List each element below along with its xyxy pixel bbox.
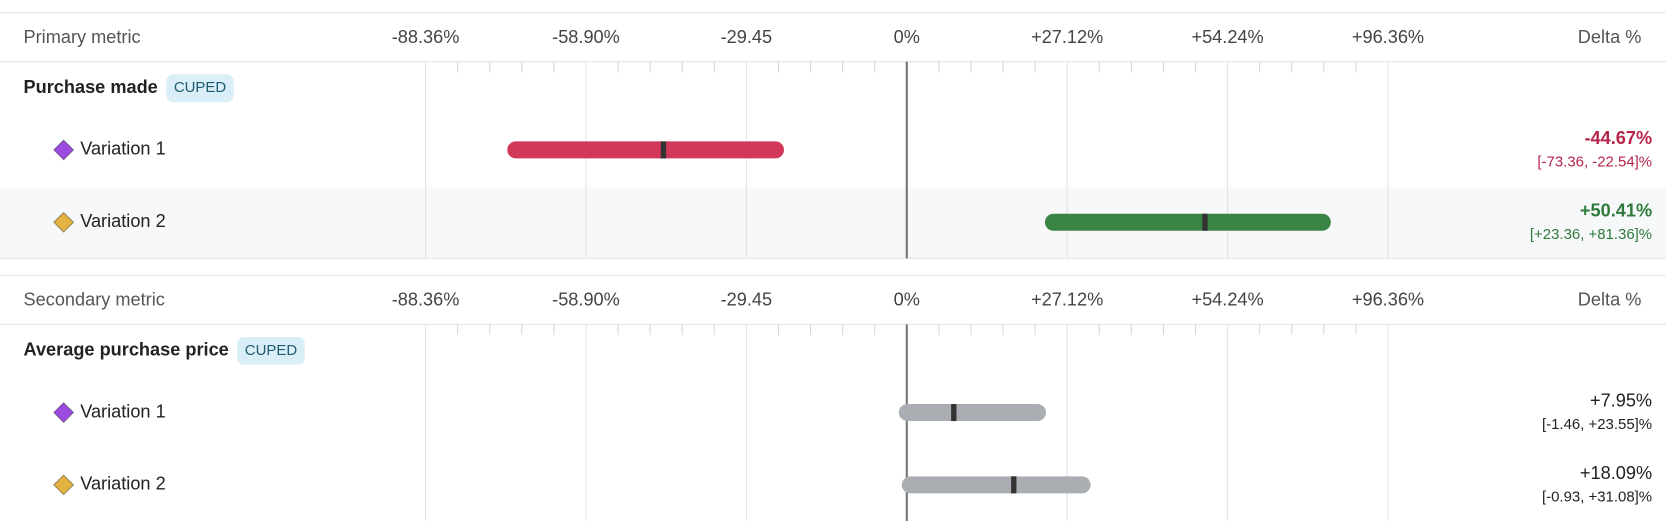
axis-tick-label: -29.45 xyxy=(721,27,773,47)
metric-name: Average purchase price xyxy=(24,340,229,360)
axis-tick-label: -88.36% xyxy=(392,290,460,310)
badge-label: CUPED xyxy=(174,79,227,96)
section-header: Primary metric xyxy=(24,27,141,47)
delta-marker xyxy=(660,141,667,159)
delta-ci: [+23.36, +81.36]% xyxy=(1530,226,1652,243)
axis-tick-label: +54.24% xyxy=(1191,290,1263,310)
variation-name: Variation 1 xyxy=(80,139,165,159)
delta-value: -44.67% xyxy=(1584,128,1652,148)
variation-marker xyxy=(53,474,75,496)
variation-marker xyxy=(53,211,75,233)
delta-header: Delta % xyxy=(1578,290,1642,310)
delta-ci: [-0.93, +31.08]% xyxy=(1542,489,1652,506)
axis-tick-label: -58.90% xyxy=(552,290,620,310)
delta-ci: [-1.46, +23.55]% xyxy=(1542,416,1652,433)
ci-bar xyxy=(1044,213,1331,231)
delta-marker xyxy=(951,404,957,422)
variation-name: Variation 1 xyxy=(80,401,165,421)
badge xyxy=(166,74,234,103)
axis-tick-label: +54.24% xyxy=(1191,27,1263,47)
axis-tick-label: +96.36% xyxy=(1352,290,1424,310)
badge xyxy=(237,337,305,365)
axis-tick-label: 0% xyxy=(894,27,920,47)
axis-tick-label: 0% xyxy=(894,290,920,310)
variation-marker xyxy=(53,402,75,424)
axis-tick-label: -58.90% xyxy=(552,27,620,47)
ci-bar xyxy=(898,404,1047,422)
badge-label: CUPED xyxy=(245,342,298,359)
variation-name: Variation 2 xyxy=(80,474,165,494)
delta-value: +50.41% xyxy=(1580,200,1652,220)
metric-name: Purchase made xyxy=(24,77,158,97)
ci-bar xyxy=(507,141,785,159)
section-header: Secondary metric xyxy=(24,290,165,310)
delta-value: +18.09% xyxy=(1580,463,1652,483)
axis-tick-label: +96.36% xyxy=(1352,27,1424,47)
axis-tick-label: -88.36% xyxy=(392,27,460,47)
axis-tick-label: +27.12% xyxy=(1031,290,1103,310)
ci-bar xyxy=(901,476,1091,494)
axis-tick-label: +27.12% xyxy=(1031,27,1103,47)
variation-name: Variation 2 xyxy=(80,211,165,231)
variation-marker xyxy=(53,139,75,161)
delta-marker xyxy=(1202,213,1208,231)
delta-value: +7.95% xyxy=(1590,391,1652,411)
delta-ci: [-73.36, -22.54]% xyxy=(1537,154,1652,171)
delta-header: Delta % xyxy=(1578,27,1642,47)
axis-tick-label: -29.45 xyxy=(721,290,773,310)
row-background xyxy=(0,449,1666,521)
row-background xyxy=(0,187,1666,259)
delta-marker xyxy=(1011,476,1017,494)
